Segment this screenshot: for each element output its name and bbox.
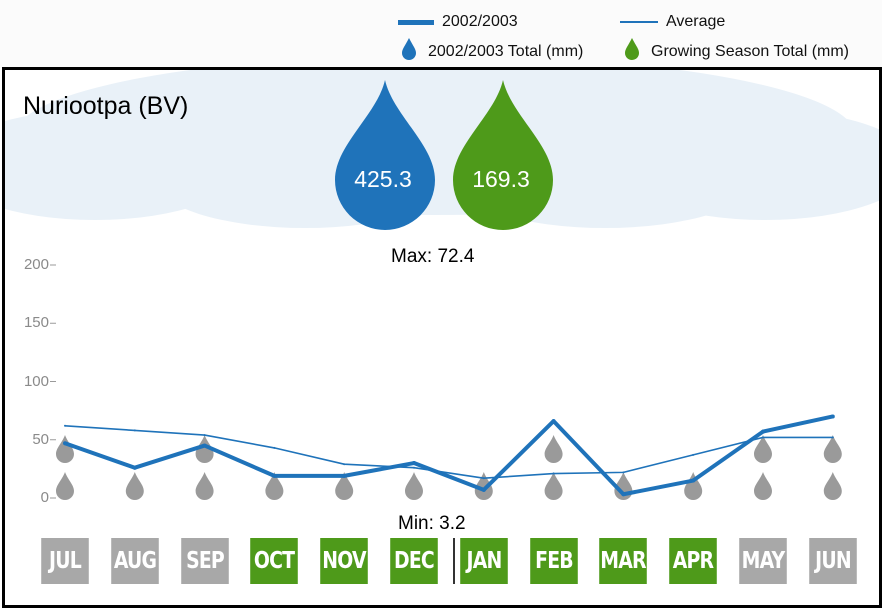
average-line-point [482,477,485,480]
legend-average-label: Average [666,13,726,30]
rain-drop-icon [335,472,354,500]
month-button-jun[interactable]: JUN [809,538,857,584]
rain-drop-icon [265,472,284,500]
current-year-line-point [830,414,835,419]
legend-green-drop-icon [625,38,639,60]
y-tick-label: 150 [23,314,49,332]
average-line-point [203,434,206,437]
y-tick-label: 0 [40,489,49,506]
month-button-mar[interactable]: MAR [599,538,648,584]
average-line-point [343,463,346,466]
series-lines [63,414,835,497]
average-line-point [831,436,834,439]
month-button-dec[interactable]: DEC [390,538,438,584]
average-line-point [622,471,625,474]
chart-canvas [5,70,879,584]
max-label: Max: 72.4 [391,246,475,267]
rain-drop-icon [405,472,423,500]
rain-drop-icon [474,472,493,500]
legend-total-label: 2002/2003 Total (mm) [428,43,584,60]
current-year-line-point [342,473,347,478]
current-year-line-point [621,492,626,497]
rain-drop-icon [544,435,563,463]
average-line-point [64,424,66,427]
growing-total-value: 169.3 [472,166,530,192]
average-line-point [692,453,695,456]
rain-drop-icon [684,472,703,500]
y-tick-label: 50 [32,430,49,448]
legend-current-label: 2002/2003 [442,13,518,30]
current-year-line-point [272,473,277,478]
year-total-drop-icon [335,80,435,230]
month-button-oct[interactable]: OCT [250,538,299,584]
rain-drop-icon [754,435,772,463]
rain-drop-icon [56,435,74,463]
average-line-point [552,472,555,475]
legend-current-swatch [398,20,434,25]
month-button-may[interactable]: MAY [739,538,787,584]
legend-symbols [398,20,658,60]
min-label: Min: 3.2 [398,513,466,534]
average-line-point [273,446,276,449]
current-year-line-point [481,487,486,492]
rain-drop-icon [125,472,144,500]
current-year-line-point [132,465,137,470]
average-line-point [762,436,764,439]
rain-drops [56,435,842,500]
average-line-point [133,429,136,432]
rain-drop-icon [544,472,563,500]
rain-drop-icon [56,472,74,500]
y-tick-label: 200 [23,256,49,273]
month-button-jul[interactable]: JUL [41,538,89,584]
month-button-feb[interactable]: FEB [529,538,578,584]
month-button-nov[interactable]: NOV [320,538,368,584]
rain-drop-icon [195,472,214,500]
legend: 2002/2003 Average 2002/2003 Total (mm) G… [0,0,882,68]
rain-drop-icon [754,472,772,500]
rain-drop-icon [823,472,842,500]
average-line-point [413,466,415,469]
current-year-line-point [202,443,207,448]
month-button-jan[interactable]: JAN [460,538,508,584]
legend-blue-drop-icon [402,38,416,60]
rain-drop-icon [823,435,842,463]
current-year-line-point [551,419,556,424]
current-year-line-point [761,429,765,434]
chart-panel: Nuriootpa (BV) 425.3 169.3 Max: 72.4 Min… [2,67,882,608]
current-year-line-point [63,441,67,446]
average-line [64,424,833,479]
rain-drop-icon [195,435,214,463]
legend-growing-label: Growing Season Total (mm) [651,43,849,60]
station-title: Nuriootpa (BV) [23,92,189,120]
month-button-aug[interactable]: AUG [111,538,159,584]
month-button-sep[interactable]: SEP [180,538,229,584]
y-tick-label: 100 [23,372,49,390]
current-year-line [64,414,834,497]
month-button-apr[interactable]: APR [669,538,717,584]
y-axis [50,264,56,499]
growing-total-drop-icon [453,80,553,230]
legend-average-swatch [620,21,658,23]
current-year-line-point [412,461,416,466]
current-year-line-point [691,478,696,483]
year-total-value: 425.3 [354,166,412,192]
